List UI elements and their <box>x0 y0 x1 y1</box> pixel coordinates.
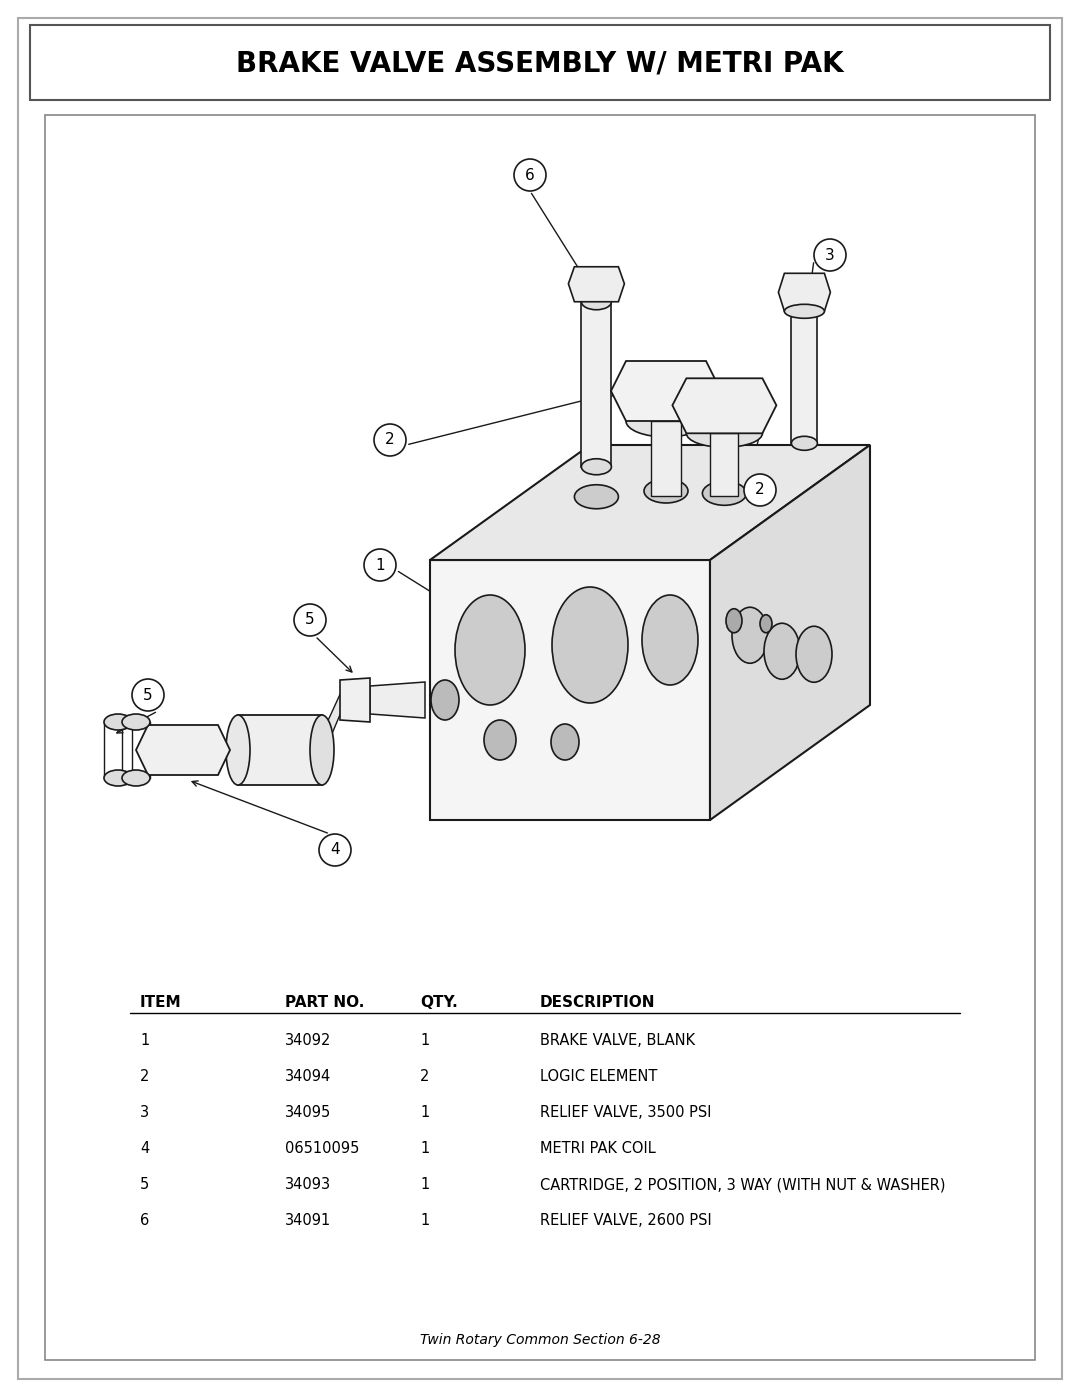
Polygon shape <box>320 690 342 761</box>
Text: 1: 1 <box>420 1032 429 1048</box>
Circle shape <box>319 834 351 866</box>
Ellipse shape <box>552 587 627 703</box>
Text: 34092: 34092 <box>285 1032 332 1048</box>
Ellipse shape <box>581 458 611 475</box>
Text: 1: 1 <box>140 1032 149 1048</box>
Polygon shape <box>430 560 710 820</box>
Bar <box>30 25 1050 101</box>
Text: Twin Rotary Common Section 6-28: Twin Rotary Common Section 6-28 <box>420 1333 660 1347</box>
Polygon shape <box>581 302 611 467</box>
Ellipse shape <box>431 680 459 719</box>
Ellipse shape <box>122 714 150 731</box>
Text: PART NO.: PART NO. <box>285 995 364 1010</box>
Ellipse shape <box>104 770 132 787</box>
Ellipse shape <box>796 626 832 682</box>
Circle shape <box>374 425 406 455</box>
Text: ITEM: ITEM <box>140 995 181 1010</box>
Circle shape <box>364 549 396 581</box>
Circle shape <box>814 239 846 271</box>
Text: METRI PAK COIL: METRI PAK COIL <box>540 1141 656 1155</box>
Polygon shape <box>673 379 777 433</box>
Ellipse shape <box>551 724 579 760</box>
Ellipse shape <box>122 770 150 787</box>
Polygon shape <box>136 725 230 775</box>
Ellipse shape <box>484 719 516 760</box>
Text: 3: 3 <box>825 247 835 263</box>
Ellipse shape <box>226 715 249 785</box>
Text: 2: 2 <box>386 433 395 447</box>
Ellipse shape <box>784 305 824 319</box>
Text: 34093: 34093 <box>285 1178 332 1192</box>
Text: CARTRIDGE, 2 POSITION, 3 WAY (WITH NUT & WASHER): CARTRIDGE, 2 POSITION, 3 WAY (WITH NUT &… <box>540 1178 945 1192</box>
Ellipse shape <box>575 485 619 509</box>
Text: 1: 1 <box>420 1213 429 1228</box>
Ellipse shape <box>760 615 772 633</box>
Text: 06510095: 06510095 <box>285 1141 360 1155</box>
Text: 4: 4 <box>140 1141 149 1155</box>
Circle shape <box>132 679 164 711</box>
Polygon shape <box>711 433 739 496</box>
Ellipse shape <box>642 595 698 685</box>
Ellipse shape <box>455 595 525 705</box>
Text: BRAKE VALVE, BLANK: BRAKE VALVE, BLANK <box>540 1032 696 1048</box>
Ellipse shape <box>310 715 334 785</box>
Ellipse shape <box>702 482 746 506</box>
Text: 2: 2 <box>755 482 765 497</box>
Circle shape <box>294 604 326 636</box>
Polygon shape <box>710 446 870 820</box>
Text: 1: 1 <box>420 1105 429 1120</box>
Polygon shape <box>370 682 426 718</box>
Circle shape <box>514 159 546 191</box>
Text: DESCRIPTION: DESCRIPTION <box>540 995 656 1010</box>
Polygon shape <box>340 678 370 722</box>
Text: BRAKE VALVE ASSEMBLY W/ METRI PAK: BRAKE VALVE ASSEMBLY W/ METRI PAK <box>237 49 843 77</box>
Ellipse shape <box>726 609 742 633</box>
Text: 6: 6 <box>140 1213 149 1228</box>
Ellipse shape <box>644 479 688 503</box>
Text: 3: 3 <box>140 1105 149 1120</box>
Text: 5: 5 <box>140 1178 149 1192</box>
Ellipse shape <box>687 419 762 447</box>
Text: 34094: 34094 <box>285 1069 332 1084</box>
Ellipse shape <box>732 608 768 664</box>
Text: 6: 6 <box>525 168 535 183</box>
Text: 34091: 34091 <box>285 1213 332 1228</box>
Text: 5: 5 <box>144 687 152 703</box>
Text: 4: 4 <box>330 842 340 858</box>
Circle shape <box>744 474 777 506</box>
Ellipse shape <box>792 436 818 450</box>
Polygon shape <box>651 420 681 496</box>
Text: 5: 5 <box>306 612 314 627</box>
Text: 2: 2 <box>420 1069 430 1084</box>
Text: 34095: 34095 <box>285 1105 332 1120</box>
Text: 1: 1 <box>420 1141 429 1155</box>
Polygon shape <box>792 309 818 443</box>
Ellipse shape <box>764 623 800 679</box>
Text: 2: 2 <box>140 1069 149 1084</box>
Ellipse shape <box>104 714 132 731</box>
Text: 1: 1 <box>420 1178 429 1192</box>
Polygon shape <box>238 715 322 785</box>
Polygon shape <box>568 267 624 302</box>
Text: 1: 1 <box>375 557 384 573</box>
Text: RELIEF VALVE, 2600 PSI: RELIEF VALVE, 2600 PSI <box>540 1213 712 1228</box>
Polygon shape <box>430 446 870 560</box>
Text: QTY.: QTY. <box>420 995 458 1010</box>
Ellipse shape <box>581 293 611 310</box>
Polygon shape <box>611 360 721 420</box>
Text: LOGIC ELEMENT: LOGIC ELEMENT <box>540 1069 658 1084</box>
Polygon shape <box>779 274 831 312</box>
Text: RELIEF VALVE, 3500 PSI: RELIEF VALVE, 3500 PSI <box>540 1105 712 1120</box>
Bar <box>45 115 1035 1361</box>
Ellipse shape <box>626 405 706 437</box>
